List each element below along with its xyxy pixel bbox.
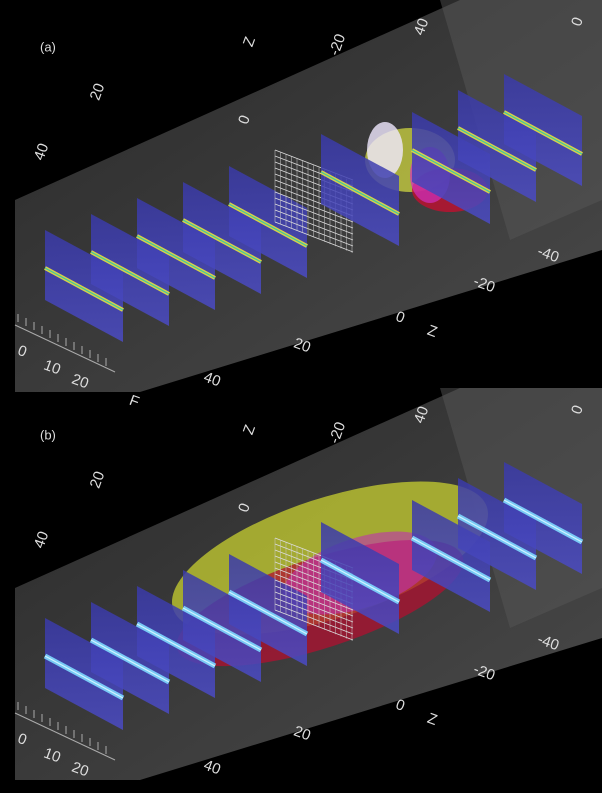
slice-stripe-core — [411, 149, 491, 193]
mesh-line — [274, 603, 354, 635]
mesh-line — [274, 215, 354, 247]
mesh-line — [274, 209, 354, 241]
slice-stripe-core — [44, 267, 124, 311]
slice-stripe-core — [411, 537, 491, 581]
axis-label: 40 — [31, 529, 53, 550]
slice — [458, 90, 536, 202]
mesh-line — [274, 597, 354, 629]
axis-label: 40 — [411, 16, 433, 37]
slice-stripe-core — [90, 251, 170, 295]
mesh-line — [274, 203, 354, 235]
mesh-line — [274, 591, 354, 623]
axis-label: 20 — [87, 469, 109, 490]
axis-label: 10 — [41, 745, 62, 767]
axis-label: -40 — [535, 243, 561, 266]
slice-stripe-core — [503, 499, 583, 543]
slice-stripe-core — [44, 655, 124, 699]
slice — [229, 166, 307, 278]
slice-stripe-core — [503, 111, 583, 155]
axis-label: 20 — [87, 81, 109, 102]
axis-label: -20 — [471, 273, 497, 296]
slice — [412, 500, 490, 612]
axis-label: 40 — [31, 141, 53, 162]
axis-line — [14, 712, 116, 761]
slice — [91, 214, 169, 326]
axis-label: 40 — [201, 757, 222, 779]
slice — [91, 602, 169, 714]
axis-label: 20 — [291, 723, 312, 745]
axis-label: 10 — [41, 357, 62, 379]
mesh-line — [274, 609, 354, 641]
axis-label: -20 — [326, 420, 349, 446]
mesh-line — [274, 585, 354, 617]
axis-line — [14, 324, 116, 373]
mesh-line — [274, 197, 354, 229]
slice-stripe-core — [90, 639, 170, 683]
slice-stripe-core — [228, 203, 308, 247]
slice-stripe-core — [228, 591, 308, 635]
slice-stripe-core — [182, 219, 262, 263]
axis-label: 20 — [69, 759, 90, 781]
panel-label: (b) — [40, 427, 56, 442]
slice — [183, 570, 261, 682]
slice — [504, 74, 582, 186]
panel-label: (a) — [40, 39, 56, 54]
slice — [45, 618, 123, 730]
slice-stripe-core — [320, 171, 400, 215]
axis-label: 40 — [201, 369, 222, 391]
slice-stripe-core — [457, 127, 537, 171]
slice — [229, 554, 307, 666]
axis-label: -20 — [326, 32, 349, 58]
slice — [412, 112, 490, 224]
slice — [458, 478, 536, 590]
slice-stripe-core — [457, 515, 537, 559]
axis-label: 20 — [291, 335, 312, 357]
slice-stripe-core — [182, 607, 262, 651]
axis-label: 20 — [69, 371, 90, 393]
slice-stripe-core — [136, 235, 216, 279]
mesh-line — [274, 579, 354, 611]
slice-stripe-core — [320, 559, 400, 603]
axis-label: -20 — [471, 661, 497, 684]
slice — [45, 230, 123, 342]
slice — [321, 134, 399, 246]
mesh-line — [274, 191, 354, 223]
slice — [137, 198, 215, 310]
slice — [321, 522, 399, 634]
slice-stripe-core — [136, 623, 216, 667]
axis-label: -40 — [535, 631, 561, 654]
slice — [504, 462, 582, 574]
mesh-line — [274, 221, 354, 253]
slice — [137, 586, 215, 698]
axis-label: 40 — [411, 404, 433, 425]
slice — [183, 182, 261, 294]
